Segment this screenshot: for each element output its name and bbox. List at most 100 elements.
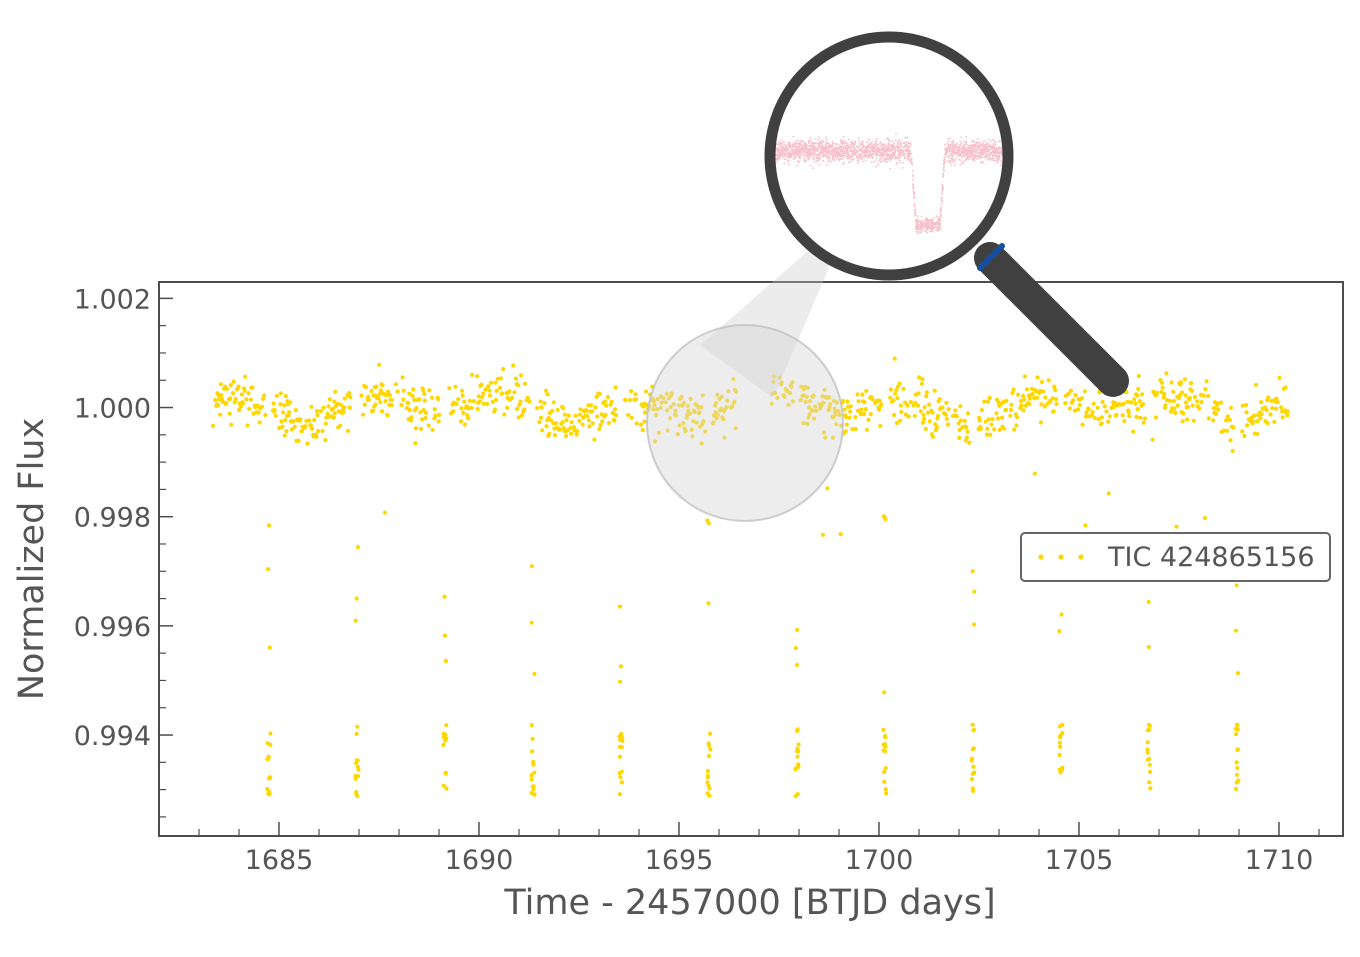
data-point bbox=[1270, 406, 1275, 411]
data-point bbox=[354, 731, 359, 737]
data-point bbox=[278, 402, 283, 407]
data-point bbox=[1050, 396, 1055, 401]
inset-point bbox=[940, 213, 942, 216]
inset-point bbox=[845, 152, 847, 155]
data-point bbox=[485, 401, 490, 407]
data-point bbox=[1138, 415, 1143, 420]
data-point bbox=[362, 402, 367, 407]
inset-point bbox=[856, 155, 858, 158]
data-point bbox=[934, 424, 940, 429]
inset-point bbox=[852, 146, 855, 149]
inset-point bbox=[867, 157, 870, 159]
data-point bbox=[1039, 379, 1045, 385]
inset-point bbox=[838, 144, 841, 147]
inset-point bbox=[940, 209, 943, 212]
data-point bbox=[651, 407, 656, 412]
inset-point bbox=[795, 147, 798, 149]
data-point bbox=[771, 374, 777, 379]
inset-point bbox=[977, 152, 979, 155]
data-point bbox=[569, 420, 574, 425]
data-point bbox=[730, 404, 735, 409]
inset-point bbox=[924, 218, 927, 220]
data-point bbox=[799, 384, 804, 389]
inset-point bbox=[993, 148, 995, 150]
legend-marker-dot bbox=[1038, 554, 1044, 560]
inset-point bbox=[984, 143, 987, 146]
data-point bbox=[629, 415, 634, 420]
data-point bbox=[389, 398, 395, 403]
inset-point bbox=[860, 153, 862, 156]
inset-point bbox=[950, 158, 953, 161]
inset-point bbox=[884, 160, 887, 163]
inset-point bbox=[840, 142, 842, 144]
inset-point bbox=[815, 155, 817, 158]
data-point bbox=[814, 408, 819, 413]
data-point bbox=[679, 394, 684, 399]
inset-point bbox=[942, 169, 945, 171]
inset-point bbox=[985, 155, 988, 158]
data-point bbox=[731, 377, 736, 382]
inset-point bbox=[949, 137, 951, 140]
inset-point bbox=[871, 149, 874, 152]
data-point bbox=[426, 423, 431, 428]
inset-point bbox=[983, 147, 986, 150]
data-point bbox=[210, 423, 216, 428]
inset-point bbox=[986, 158, 988, 161]
data-point bbox=[724, 405, 729, 410]
inset-point bbox=[840, 139, 842, 141]
data-point bbox=[663, 400, 668, 405]
data-point bbox=[393, 382, 398, 387]
inset-point bbox=[916, 224, 919, 227]
inset-point bbox=[787, 148, 790, 151]
data-point bbox=[227, 411, 232, 416]
data-point bbox=[283, 418, 288, 423]
inset-point bbox=[906, 150, 908, 153]
data-point bbox=[569, 431, 574, 436]
data-point bbox=[972, 589, 977, 594]
data-point bbox=[1186, 404, 1191, 409]
data-point bbox=[838, 532, 843, 537]
data-point bbox=[215, 403, 221, 408]
data-point bbox=[1112, 404, 1117, 409]
inset-point bbox=[921, 224, 924, 227]
data-point bbox=[278, 391, 283, 396]
inset-point bbox=[821, 153, 824, 156]
inset-point bbox=[949, 143, 951, 146]
data-point bbox=[550, 408, 555, 413]
data-point bbox=[280, 424, 285, 429]
inset-point bbox=[907, 156, 910, 159]
data-point bbox=[1099, 421, 1104, 426]
data-point bbox=[850, 427, 855, 432]
inset-point bbox=[988, 157, 990, 160]
inset-point bbox=[811, 152, 813, 155]
data-point bbox=[1043, 395, 1048, 400]
inset-point bbox=[807, 148, 810, 151]
data-point bbox=[441, 731, 446, 736]
data-point bbox=[895, 384, 901, 389]
data-point bbox=[633, 392, 638, 397]
data-point bbox=[958, 404, 963, 409]
inset-point bbox=[878, 149, 881, 152]
inset-point bbox=[933, 226, 935, 229]
inset-point bbox=[996, 155, 999, 158]
data-point bbox=[801, 421, 806, 426]
data-point bbox=[568, 425, 573, 431]
inset-point bbox=[953, 146, 956, 148]
data-point bbox=[353, 776, 358, 781]
data-point bbox=[1147, 727, 1152, 732]
data-point bbox=[273, 413, 278, 418]
data-point bbox=[1190, 388, 1195, 393]
inset-point bbox=[875, 159, 878, 161]
data-point bbox=[564, 418, 569, 423]
inset-point bbox=[827, 142, 830, 145]
legend: TIC 424865156 bbox=[1020, 532, 1331, 582]
inset-point bbox=[975, 141, 978, 144]
inset-point bbox=[844, 154, 847, 157]
data-point bbox=[1079, 396, 1085, 401]
inset-point bbox=[874, 154, 877, 157]
data-point bbox=[331, 415, 336, 420]
inset-point bbox=[950, 144, 953, 147]
data-point bbox=[1147, 780, 1152, 785]
inset-point bbox=[920, 215, 923, 218]
